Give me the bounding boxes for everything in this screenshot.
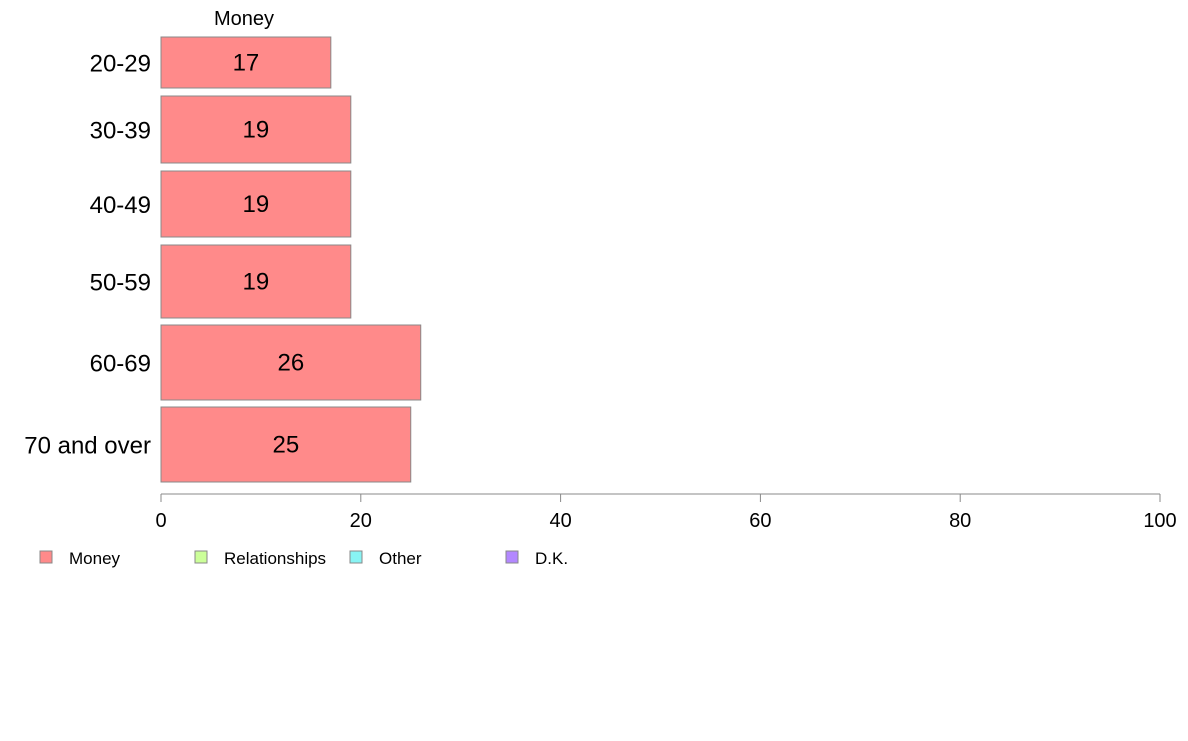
x-tick-label: 20 — [350, 510, 372, 532]
category-label: 20-29 — [90, 51, 151, 78]
category-label: 60-69 — [90, 351, 151, 378]
bar-money-3 — [160, 244, 352, 319]
x-tick-label: 40 — [549, 510, 571, 532]
legend-item: Other — [349, 549, 422, 568]
category-label: 50-59 — [90, 270, 151, 297]
legend-label: Other — [379, 549, 422, 568]
legend-item: D.K. — [505, 549, 568, 568]
bar-money-2 — [160, 170, 352, 238]
legend-item: Money — [39, 549, 121, 568]
data-label: 17 — [233, 50, 260, 77]
category-label: 30-39 — [90, 118, 151, 145]
bar-money-0 — [160, 36, 332, 89]
legend-item: Relationships — [194, 549, 326, 568]
legend: Money Relationships Other D.K. — [39, 549, 568, 568]
category-labels: 20-29 30-39 40-49 50-59 60-69 70 and over — [24, 51, 151, 460]
legend-label: D.K. — [535, 549, 568, 568]
bars-group: 17 19 19 19 26 25 — [160, 36, 422, 483]
legend-label: Money — [69, 549, 121, 568]
bar-money-5 — [160, 406, 412, 483]
data-label: 19 — [243, 269, 270, 296]
legend-swatch — [505, 550, 519, 564]
data-label: 19 — [243, 117, 270, 144]
x-tick-label: 100 — [1143, 510, 1176, 532]
x-axis: 0 20 40 60 80 100 — [155, 493, 1177, 532]
column-label: Money — [214, 8, 274, 30]
x-tick-label: 0 — [155, 510, 166, 532]
data-label: 26 — [278, 350, 305, 377]
x-tick-label: 60 — [749, 510, 771, 532]
data-label: 19 — [243, 191, 270, 218]
bar-money-1 — [160, 95, 352, 164]
bar-money-4 — [160, 324, 422, 401]
data-label: 25 — [273, 432, 300, 459]
legend-label: Relationships — [224, 549, 326, 568]
category-label: 70 and over — [24, 433, 151, 460]
legend-swatch — [39, 550, 53, 564]
x-tick-label: 80 — [949, 510, 971, 532]
category-label: 40-49 — [90, 192, 151, 219]
legend-swatch — [349, 550, 363, 564]
legend-swatch — [194, 550, 208, 564]
